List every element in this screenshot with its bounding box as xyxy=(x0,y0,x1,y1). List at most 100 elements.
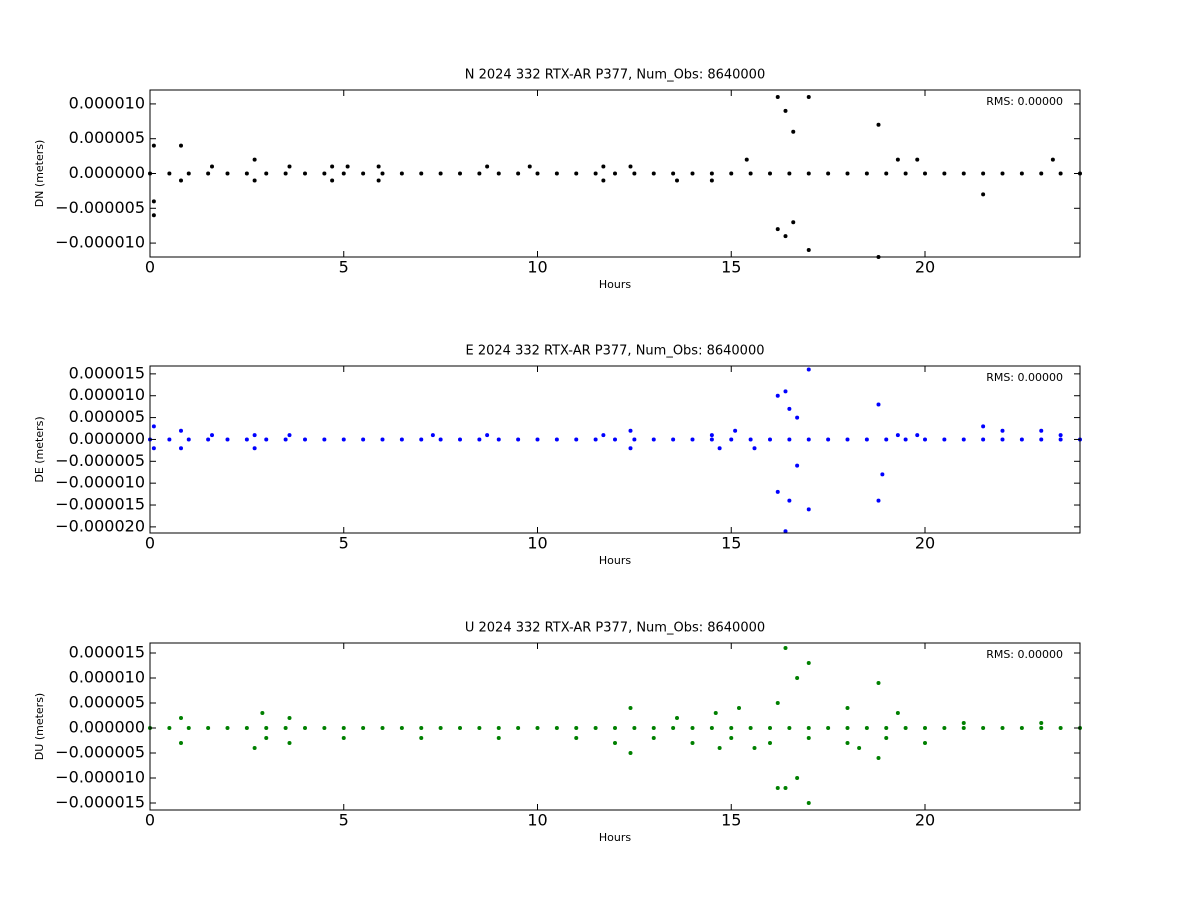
point xyxy=(783,234,788,239)
point xyxy=(729,726,734,730)
point xyxy=(981,171,986,176)
point xyxy=(884,171,889,176)
point xyxy=(151,143,156,148)
point xyxy=(1039,428,1044,433)
point xyxy=(399,726,404,730)
point xyxy=(709,437,714,442)
point xyxy=(651,736,656,740)
point xyxy=(535,171,540,176)
point xyxy=(1058,726,1063,730)
point xyxy=(806,367,811,372)
point xyxy=(322,171,327,176)
x-tick-label: 0 xyxy=(145,534,155,553)
point xyxy=(729,736,734,740)
point xyxy=(361,437,366,442)
point xyxy=(151,446,156,451)
point xyxy=(167,171,172,176)
point xyxy=(179,143,183,148)
point xyxy=(783,108,788,113)
y-tick-label: −0.000015 xyxy=(55,793,145,812)
point xyxy=(179,446,183,451)
point xyxy=(516,726,521,730)
plot-frame xyxy=(149,642,1081,811)
point xyxy=(713,711,718,715)
point xyxy=(252,446,257,451)
point xyxy=(535,437,540,442)
point xyxy=(826,437,831,442)
point xyxy=(651,171,656,176)
point xyxy=(151,213,156,218)
point xyxy=(283,171,288,176)
point xyxy=(1039,437,1044,442)
point xyxy=(981,192,986,197)
y-tick-label: 0.000010 xyxy=(69,668,145,687)
point xyxy=(554,171,559,176)
point xyxy=(496,437,501,442)
point xyxy=(768,437,772,442)
point xyxy=(167,726,172,730)
point xyxy=(186,437,191,442)
point xyxy=(252,157,257,162)
point xyxy=(1000,171,1005,176)
point xyxy=(628,446,633,451)
point xyxy=(903,726,908,730)
point xyxy=(574,437,579,442)
point xyxy=(287,164,292,169)
x-tick-label: 0 xyxy=(145,811,155,830)
y-tick-label: 0.000000 xyxy=(69,429,145,448)
point xyxy=(884,736,889,740)
point xyxy=(1058,437,1063,442)
point xyxy=(806,248,811,253)
point xyxy=(496,726,501,730)
point xyxy=(795,415,800,420)
point xyxy=(709,433,714,438)
point xyxy=(775,227,780,232)
point xyxy=(752,746,757,750)
point xyxy=(527,164,532,169)
x-tick-label: 5 xyxy=(339,534,349,553)
chart-title: E 2024 332 RTX-AR P377, Num_Obs: 8640000 xyxy=(466,344,765,359)
point xyxy=(419,726,424,730)
point xyxy=(283,726,288,730)
point xyxy=(884,437,889,442)
point xyxy=(1000,428,1005,433)
point xyxy=(264,437,269,442)
point xyxy=(733,428,738,433)
point xyxy=(709,726,714,730)
point xyxy=(903,437,908,442)
point xyxy=(806,726,811,730)
point xyxy=(601,178,606,183)
x-tick-label: 15 xyxy=(721,534,741,553)
point xyxy=(330,164,335,169)
x-axis-label: Hours xyxy=(599,831,631,844)
point xyxy=(783,786,788,790)
point xyxy=(783,646,788,650)
point xyxy=(554,437,559,442)
point xyxy=(151,199,156,204)
point xyxy=(601,433,606,438)
point xyxy=(795,676,800,680)
point xyxy=(923,171,927,176)
point xyxy=(748,171,753,176)
point xyxy=(806,94,811,99)
point xyxy=(942,171,947,176)
x-axis-label: Hours xyxy=(599,554,631,567)
point xyxy=(717,746,722,750)
x-tick-label: 15 xyxy=(721,258,741,277)
point xyxy=(477,726,482,730)
point xyxy=(628,428,633,433)
point xyxy=(826,171,831,176)
point xyxy=(628,751,633,755)
point xyxy=(380,437,385,442)
annotation: RMS: 0.00000 xyxy=(986,95,1063,108)
point xyxy=(341,171,346,176)
point xyxy=(430,433,435,438)
point xyxy=(806,661,811,665)
point xyxy=(613,726,617,730)
point xyxy=(961,171,966,176)
point xyxy=(206,437,211,442)
point xyxy=(671,437,676,442)
point xyxy=(857,746,862,750)
point xyxy=(845,726,850,730)
